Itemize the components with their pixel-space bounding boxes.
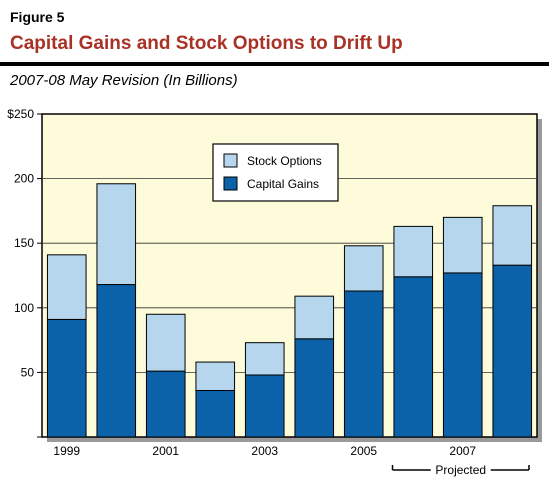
legend-swatch [223, 153, 238, 168]
chart-subtitle: 2007-08 May Revision (In Billions) [10, 72, 238, 89]
bar-capital-gains [492, 264, 533, 438]
bar-stock-options [145, 313, 186, 372]
projected-label: Projected [435, 463, 486, 477]
x-tick-label: 2003 [251, 444, 278, 458]
legend-label: Capital Gains [247, 177, 319, 191]
bar-capital-gains [244, 374, 285, 438]
chart-title: Capital Gains and Stock Options to Drift… [10, 33, 403, 54]
bar-capital-gains [145, 370, 186, 438]
y-tick-label: $250 [7, 107, 34, 121]
bar-capital-gains [195, 389, 236, 438]
legend-box [212, 143, 339, 202]
y-tick-label: 200 [14, 172, 34, 186]
y-axis-ticks: 50 100 150 200 $250 [7, 107, 42, 438]
bar-capital-gains [393, 276, 434, 438]
x-tick-label: 2007 [449, 444, 476, 458]
projected-annotation: Projected [391, 463, 530, 477]
bar-stock-options [393, 225, 434, 278]
y-tick-label: 150 [14, 236, 34, 250]
bar-capital-gains [96, 284, 137, 438]
bar-capital-gains [46, 318, 87, 438]
bar-stock-options [343, 245, 384, 292]
bar-capital-gains [294, 338, 335, 438]
bar-stock-options [46, 254, 87, 320]
bar-stock-options [96, 183, 137, 286]
legend: Stock Options Capital Gains [212, 143, 339, 202]
legend-swatch [223, 176, 238, 191]
bar-stock-options [294, 295, 335, 340]
figure-label: Figure 5 [10, 9, 65, 25]
y-tick-label: 100 [14, 301, 34, 315]
x-axis-ticks: 1999 2001 2003 2005 2007 [53, 444, 476, 458]
bar-stock-options [442, 216, 483, 274]
legend-label: Stock Options [247, 154, 322, 168]
x-tick-label: 1999 [53, 444, 80, 458]
y-tick-label: 50 [21, 365, 35, 379]
x-tick-label: 2001 [152, 444, 179, 458]
bar-stock-options [244, 342, 285, 376]
bar-stock-options [492, 205, 533, 266]
bar-capital-gains [343, 290, 384, 438]
title-divider [0, 62, 549, 66]
bars [46, 183, 533, 438]
bar-stock-options [195, 361, 236, 391]
bar-capital-gains [442, 272, 483, 438]
x-tick-label: 2005 [350, 444, 377, 458]
